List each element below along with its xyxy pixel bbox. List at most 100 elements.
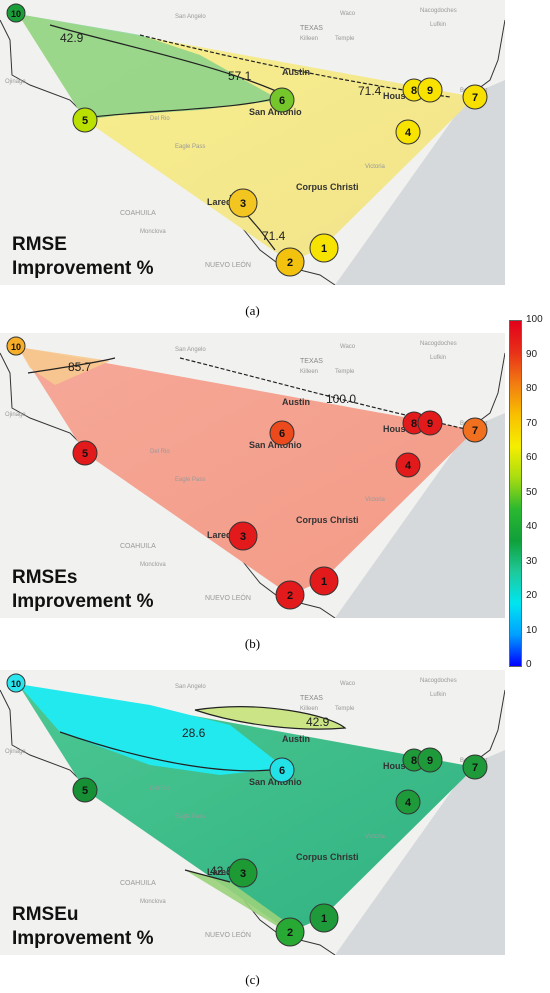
station-label: 1 (321, 913, 327, 925)
place-label-victoria: Victoria (365, 164, 386, 170)
place-label-ojinaga: Ojinaga (5, 79, 26, 85)
place-label-san-angelo: San Angelo (175, 14, 206, 20)
place-label-lufkin: Lufkin (430, 692, 446, 698)
contour-label: 100.0 (326, 392, 356, 406)
station-label: 9 (427, 418, 433, 430)
station-label: 9 (427, 85, 433, 97)
station-label: 7 (472, 425, 478, 437)
place-label-lufkin: Lufkin (430, 355, 446, 361)
colorbar-tick: 20 (526, 590, 538, 601)
metric-name: RMSEs (12, 567, 78, 588)
place-label-nuevo-leon: NUEVO LEÓN (205, 593, 251, 602)
station-marker (269, 87, 295, 113)
station-marker (275, 917, 305, 947)
station-label: 6 (279, 765, 285, 777)
station-label: 10 (11, 342, 21, 352)
station-marker (462, 417, 488, 443)
place-label-houston: Houston (383, 424, 420, 434)
place-label-monclova: Monclova (140, 562, 166, 568)
place-label-houston: Houston (383, 91, 420, 101)
contour-label: 85.7 (68, 360, 92, 374)
place-label-del-rio: Del Rio (150, 449, 170, 455)
station-marker (275, 247, 305, 277)
colorbar-tick: 10 (526, 624, 538, 636)
high-improvement-zone (185, 870, 300, 934)
place-label-killeen: Killeen (300, 36, 318, 42)
place-label-victoria: Victoria (365, 834, 386, 840)
place-label-san-angelo: San Angelo (175, 347, 206, 353)
place-label-ojinaga: Ojinaga (5, 412, 26, 418)
interpolation-area (18, 347, 475, 595)
station-label: 6 (279, 428, 285, 440)
station-marker (6, 3, 26, 23)
place-label-monclova: Monclova (140, 899, 166, 905)
station-label: 2 (287, 590, 293, 602)
station-marker (72, 777, 98, 803)
contour-label: 42.9 (210, 864, 234, 878)
place-label-corpus-christi: Corpus Christi (296, 852, 359, 862)
station-marker (309, 566, 339, 596)
station-label: 8 (411, 418, 417, 430)
station-label: 1 (321, 243, 327, 255)
station-marker (228, 521, 258, 551)
place-label-waco: Waco (340, 344, 356, 350)
place-label-texas: TEXAS (300, 358, 323, 365)
station-label: 4 (405, 797, 412, 809)
place-label-laredo: Laredo (207, 867, 238, 877)
place-label-temple: Temple (335, 36, 355, 42)
colorbar-ticks: 100 90 80 70 60 50 40 30 20 10 0 (526, 312, 550, 674)
map-b-svg: 85.7 100.0 TEXAS San Angelo Waco Nacogdo… (0, 336, 505, 618)
place-label-texas: TEXAS (300, 695, 323, 702)
panel-caption-b: (b) (244, 636, 261, 651)
place-label-del-rio: Del Rio (150, 786, 170, 792)
station-marker (395, 789, 421, 815)
panel-caption-c: (c) (245, 972, 260, 987)
station-marker (228, 188, 258, 218)
place-label-del-rio: Del Rio (150, 116, 170, 122)
colorbar-tick: 100 (526, 314, 543, 325)
station-label: 4 (405, 460, 412, 472)
colorbar-tick: 70 (526, 417, 538, 429)
place-label-laredo: Laredo (207, 197, 238, 207)
colorbar-tick: 90 (526, 348, 538, 360)
station-label: 8 (411, 85, 417, 97)
station-marker (417, 747, 443, 773)
place-label-waco: Waco (340, 681, 356, 687)
colorbar-tick: 0 (526, 659, 532, 670)
station-marker (309, 233, 339, 263)
metric-title: RMSE Improvement % (12, 233, 153, 281)
place-label-eagle-pass: Eagle Pass (175, 477, 205, 483)
place-label-killeen: Killeen (300, 706, 318, 712)
station-marker (275, 580, 305, 610)
station-label: 3 (240, 868, 246, 880)
place-label-killeen: Killeen (300, 369, 318, 375)
station-marker (417, 410, 443, 436)
station-label: 10 (11, 679, 21, 689)
place-label-texas: TEXAS (300, 25, 323, 32)
place-label-victoria: Victoria (365, 497, 386, 503)
place-label-monclova: Monclova (140, 229, 166, 235)
contour-label: 42.9 (306, 715, 330, 729)
station-marker (395, 452, 421, 478)
station-label: 2 (287, 927, 293, 939)
contour-label: 71.4 (262, 229, 286, 243)
station-marker (417, 77, 443, 103)
metric-subtitle: Improvement % (12, 928, 154, 949)
station-label: 5 (82, 785, 88, 797)
station-label: 6 (279, 95, 285, 107)
station-group: 1 2 3 4 5 6 7 8 9 10 (6, 673, 488, 947)
contour-label: 42.9 (60, 31, 84, 45)
low-improvement-zone (18, 14, 280, 120)
station-label: 10 (11, 9, 21, 19)
metric-subtitle: Improvement % (12, 258, 154, 279)
station-label: 3 (240, 531, 246, 543)
station-label: 3 (240, 198, 246, 210)
place-label-san-angelo: San Angelo (175, 684, 206, 690)
contour-label: 28.6 (182, 726, 206, 740)
place-label-laredo: Laredo (207, 530, 238, 540)
place-label-houston: Houston (383, 761, 420, 771)
contour-line (27, 357, 116, 374)
place-label-corpus-christi: Corpus Christi (296, 515, 359, 525)
station-label: 9 (427, 755, 433, 767)
high-improvement-zone (195, 706, 345, 730)
